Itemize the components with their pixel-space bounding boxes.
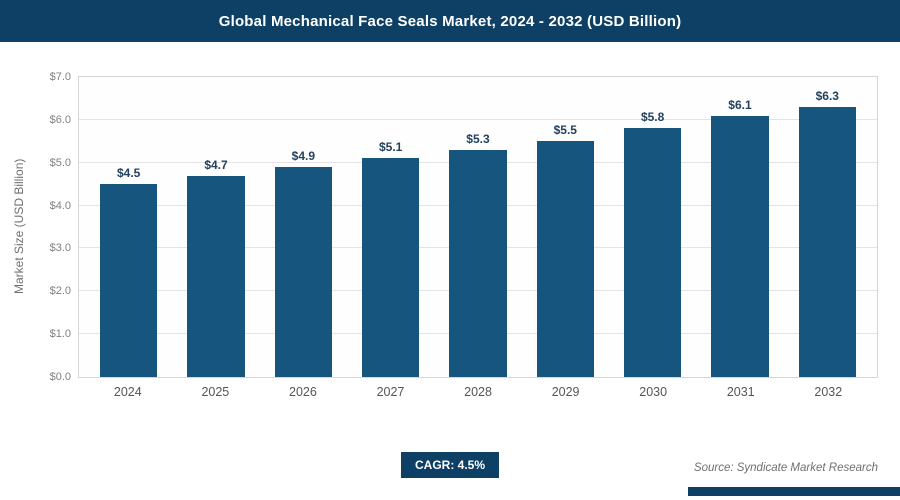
bar <box>449 149 507 377</box>
bar-column: $4.9 <box>274 77 332 377</box>
bar-value-label: $5.3 <box>466 131 490 146</box>
y-tick-label: $0.0 <box>49 371 71 383</box>
bar <box>361 158 420 377</box>
bar-value-label: $6.3 <box>815 89 839 103</box>
bar-value-label: $4.5 <box>116 166 141 181</box>
x-tick-label: 2024 <box>113 385 142 399</box>
bar-column: $4.5 <box>100 77 158 377</box>
x-tick-label: 2025 <box>201 385 230 399</box>
x-tick-label: 2031 <box>726 385 755 399</box>
x-tick-label: 2030 <box>639 385 668 399</box>
bar-value-label: $5.1 <box>378 140 403 155</box>
x-tick-label: 2029 <box>551 385 580 399</box>
x-axis-labels: 2024 2025 2026 2027 2028 2029 2030 2031 2032 <box>78 385 878 399</box>
gridline <box>79 118 877 120</box>
y-tick-label: $1.0 <box>49 328 71 341</box>
bar-value-label: $6.1 <box>728 97 752 112</box>
bar-column: $6.3 <box>798 77 856 377</box>
y-tick-label: $7.0 <box>49 71 71 83</box>
y-tick-label: $2.0 <box>49 285 71 298</box>
bar <box>623 128 682 377</box>
bar-column: $6.1 <box>711 77 769 377</box>
page-title: Global Mechanical Face Seals Market, 202… <box>218 12 682 30</box>
bars-container: $4.5 $4.7 $4.9 $5.1 $5.3 $5.5 $5.8 $6.1 $6.3 <box>79 77 877 377</box>
footer-accent-bar <box>688 487 900 496</box>
source-attribution: Source: Syndicate Market Research <box>693 462 878 474</box>
bar-value-label: $4.7 <box>204 157 228 172</box>
bar-column: $5.1 <box>361 77 420 377</box>
bar-value-label: $4.9 <box>291 149 315 163</box>
chart-title-bar: Global Mechanical Face Seals Market, 202… <box>0 0 900 42</box>
bar-column: $5.8 <box>623 77 682 377</box>
y-tick-label: $3.0 <box>49 242 71 255</box>
x-tick-label: 2032 <box>814 385 843 399</box>
y-tick-label: $5.0 <box>49 156 71 169</box>
plot-region: $4.5 $4.7 $4.9 $5.1 $5.3 $5.5 $5.8 $6.1 $6.3 $0.… <box>30 70 878 414</box>
x-tick-label: 2027 <box>376 385 405 399</box>
bar-column: $5.5 <box>536 77 594 377</box>
bar <box>100 184 158 377</box>
chart-area: Market Size (USD Billion) $4.5 $4.7 $4.9 $5… <box>0 42 900 414</box>
bar-column: $4.7 <box>187 77 245 377</box>
bar <box>536 141 594 377</box>
y-tick-label: $4.0 <box>49 199 71 212</box>
plot-area: $4.5 $4.7 $4.9 $5.1 $5.3 $5.5 $5.8 $6.1 $6.3 $0.… <box>50 71 878 383</box>
bar <box>274 167 332 377</box>
bar <box>798 107 856 377</box>
chart-footer: CAGR: 4.5% Source: Syndicate Market Rese… <box>0 440 900 500</box>
x-tick-label: 2028 <box>464 385 492 399</box>
bar-value-label: $5.8 <box>640 110 665 125</box>
x-tick-label: 2026 <box>289 385 317 399</box>
bar-value-label: $5.5 <box>553 123 577 138</box>
bar <box>187 175 245 377</box>
bar-column: $5.3 <box>449 77 507 377</box>
bar <box>711 115 769 377</box>
cagr-badge: CAGR: 4.5% <box>400 452 500 478</box>
y-tick-label: $6.0 <box>49 113 71 126</box>
